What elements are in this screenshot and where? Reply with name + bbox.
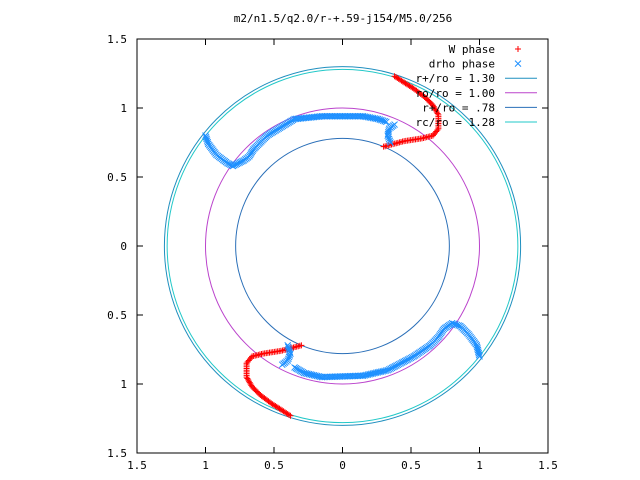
data-point: [386, 137, 394, 145]
legend-marker: [515, 46, 521, 52]
series-arm: [278, 342, 294, 369]
legend-label: r+/ro = 1.30: [416, 72, 495, 85]
data-point: [382, 118, 390, 126]
x-tick-label: 0.5: [264, 459, 284, 472]
data-point: [339, 112, 347, 120]
x-axis-ticks: 1.5 1 0.5 0 0.5 1 1.5: [127, 39, 558, 472]
series-w-phase: [243, 73, 442, 419]
reference-circle: [166, 68, 519, 424]
reference-circle: [205, 107, 480, 385]
data-series: [202, 73, 483, 419]
data-point: [343, 112, 350, 120]
legend-label: drho phase: [429, 58, 495, 71]
data-point: [330, 112, 337, 120]
data-point: [385, 135, 393, 143]
reference-circles: [163, 66, 522, 426]
data-point: [392, 74, 399, 81]
data-point: [331, 112, 339, 120]
x-tick-label: 0.5: [401, 459, 421, 472]
y-tick-label: 1: [120, 378, 127, 391]
data-point: [387, 139, 394, 146]
data-point: [349, 112, 357, 120]
data-point: [285, 353, 293, 361]
series-arm: [291, 319, 483, 381]
y-tick-label: 1.5: [107, 447, 127, 460]
x-tick-label: 1.5: [127, 459, 147, 472]
data-point: [336, 112, 344, 120]
chart-title: m2/n1.5/q2.0/r-+.59-j154/M5.0/256: [234, 12, 453, 25]
data-point: [278, 361, 286, 369]
data-point: [346, 112, 354, 120]
series-arm: [384, 121, 398, 146]
data-point: [344, 112, 352, 120]
legend-label: W phase: [449, 43, 495, 56]
data-point: [348, 112, 355, 120]
x-tick-label: 1.5: [538, 459, 558, 472]
y-tick-label: 0.5: [107, 309, 127, 322]
data-point: [338, 112, 346, 120]
data-point: [320, 112, 327, 120]
series-arm: [380, 73, 442, 150]
data-point: [286, 352, 294, 359]
data-point: [341, 112, 349, 120]
data-point: [391, 121, 398, 128]
data-point: [323, 112, 331, 120]
data-point: [353, 112, 360, 120]
data-point: [333, 112, 341, 120]
reference-circle: [235, 137, 450, 355]
data-point: [321, 112, 329, 120]
legend-label: rc/ro = 1.28: [416, 116, 495, 129]
data-point: [351, 112, 359, 120]
series-arm: [243, 342, 305, 419]
y-tick-label: 1: [120, 102, 127, 115]
data-point: [287, 350, 294, 357]
series-arm: [202, 112, 390, 170]
y-tick-label: 0.5: [107, 171, 127, 184]
legend-label: r+/ro = .78: [422, 101, 495, 114]
data-point: [318, 112, 326, 120]
data-point: [325, 112, 332, 120]
data-point: [328, 112, 336, 120]
series-drho-phase: [202, 112, 483, 381]
data-point: [291, 364, 298, 371]
data-point: [335, 112, 342, 120]
data-point: [434, 127, 441, 134]
x-tick-label: 1: [476, 459, 483, 472]
data-point: [286, 411, 293, 418]
x-tick-label: 0: [339, 459, 346, 472]
legend-marker: [514, 60, 522, 67]
data-point: [244, 358, 251, 365]
x-tick-label: 1: [202, 459, 209, 472]
legend-label: ro/ro = 1.00: [416, 87, 495, 100]
reference-circle: [163, 66, 522, 426]
data-point: [326, 112, 334, 120]
data-point: [287, 412, 294, 419]
data-point: [381, 117, 389, 125]
y-tick-label: 1.5: [107, 33, 127, 46]
y-tick-label: 0: [120, 240, 127, 253]
y-axis-ticks: 1.5 1 0.5 0 0.5 1 1.5: [107, 33, 548, 460]
data-point: [354, 112, 362, 120]
data-point: [391, 73, 398, 80]
